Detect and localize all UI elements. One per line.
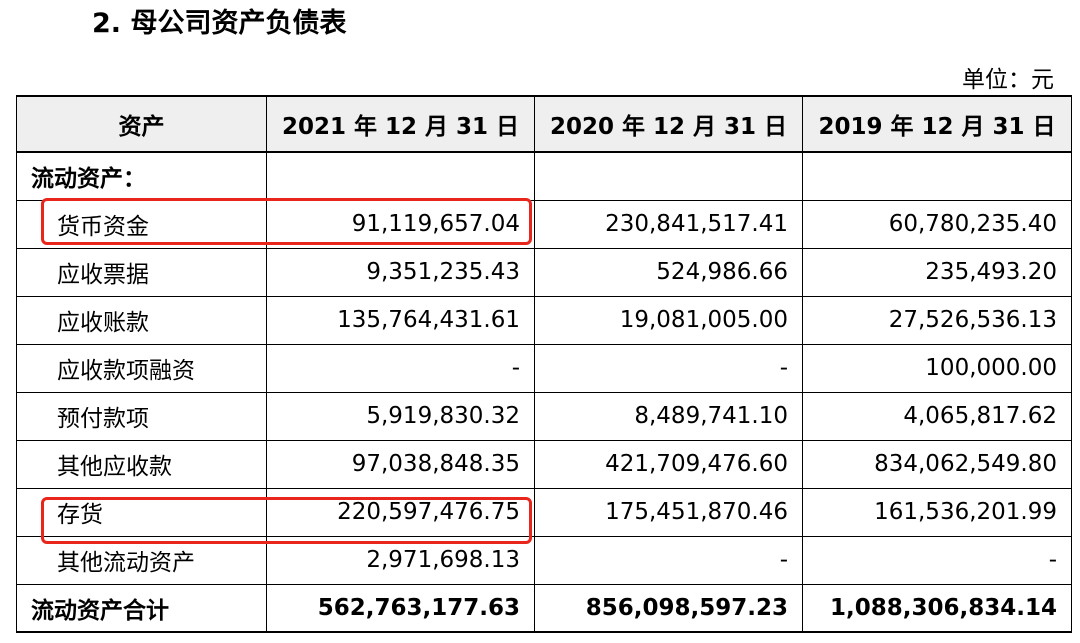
table-row: 货币资金 91,119,657.04 230,841,517.41 60,780… [16, 199, 1072, 249]
value-2020: 230,841,517.41 [534, 199, 803, 249]
value-2020: - [534, 343, 803, 393]
section-label: 流动资产： [16, 151, 267, 201]
section-row-current-assets: 流动资产： [16, 151, 1072, 201]
value-2021: 135,764,431.61 [266, 295, 535, 345]
row-label: 预付款项 [16, 391, 267, 441]
value-2020: 8,489,741.10 [534, 391, 803, 441]
value-2020: 524,986.66 [534, 247, 803, 297]
balance-sheet-table: 资产 2021 年 12 月 31 日 2020 年 12 月 31 日 201… [16, 95, 1072, 633]
total-label: 流动资产合计 [16, 583, 267, 633]
table-row: 应收账款 135,764,431.61 19,081,005.00 27,526… [16, 295, 1072, 345]
value-2019: 235,493.20 [802, 247, 1072, 297]
table-row: 应收票据 9,351,235.43 524,986.66 235,493.20 [16, 247, 1072, 297]
value-2019: 161,536,201.99 [802, 487, 1072, 537]
row-label: 其他应收款 [16, 439, 267, 489]
value-2021: 5,919,830.32 [266, 391, 535, 441]
value-2020: 421,709,476.60 [534, 439, 803, 489]
table-header-row: 资产 2021 年 12 月 31 日 2020 年 12 月 31 日 201… [16, 95, 1072, 153]
value-2021: 2,971,698.13 [266, 535, 535, 585]
value-2019: 60,780,235.40 [802, 199, 1072, 249]
table-row: 其他应收款 97,038,848.35 421,709,476.60 834,0… [16, 439, 1072, 489]
empty-cell [802, 151, 1072, 201]
row-label: 应收账款 [16, 295, 267, 345]
total-row: 流动资产合计 562,763,177.63 856,098,597.23 1,0… [16, 583, 1072, 633]
total-2019: 1,088,306,834.14 [802, 583, 1072, 633]
table-row: 存货 220,597,476.75 175,451,870.46 161,536… [16, 487, 1072, 537]
header-2021: 2021 年 12 月 31 日 [266, 95, 535, 153]
value-2021: 9,351,235.43 [266, 247, 535, 297]
value-2021: 97,038,848.35 [266, 439, 535, 489]
table-row: 预付款项 5,919,830.32 8,489,741.10 4,065,817… [16, 391, 1072, 441]
unit-label: 单位：元 [962, 67, 1054, 93]
value-2021: - [266, 343, 535, 393]
value-2020: - [534, 535, 803, 585]
header-2020: 2020 年 12 月 31 日 [534, 95, 803, 153]
row-label: 应收票据 [16, 247, 267, 297]
header-2019: 2019 年 12 月 31 日 [802, 95, 1072, 153]
value-2021: 91,119,657.04 [266, 199, 535, 249]
row-label: 货币资金 [16, 199, 267, 249]
value-2019: 834,062,549.80 [802, 439, 1072, 489]
page-title: 2. 母公司资产负债表 [92, 8, 347, 39]
value-2021: 220,597,476.75 [266, 487, 535, 537]
empty-cell [534, 151, 803, 201]
empty-cell [266, 151, 535, 201]
table-row: 应收款项融资 - - 100,000.00 [16, 343, 1072, 393]
row-label: 其他流动资产 [16, 535, 267, 585]
value-2019: 100,000.00 [802, 343, 1072, 393]
value-2020: 175,451,870.46 [534, 487, 803, 537]
table-row: 其他流动资产 2,971,698.13 - - [16, 535, 1072, 585]
header-assets: 资产 [16, 95, 267, 153]
value-2020: 19,081,005.00 [534, 295, 803, 345]
total-2021: 562,763,177.63 [266, 583, 535, 633]
row-label: 存货 [16, 487, 267, 537]
value-2019: 4,065,817.62 [802, 391, 1072, 441]
value-2019: 27,526,536.13 [802, 295, 1072, 345]
row-label: 应收款项融资 [16, 343, 267, 393]
value-2019: - [802, 535, 1072, 585]
total-2020: 856,098,597.23 [534, 583, 803, 633]
